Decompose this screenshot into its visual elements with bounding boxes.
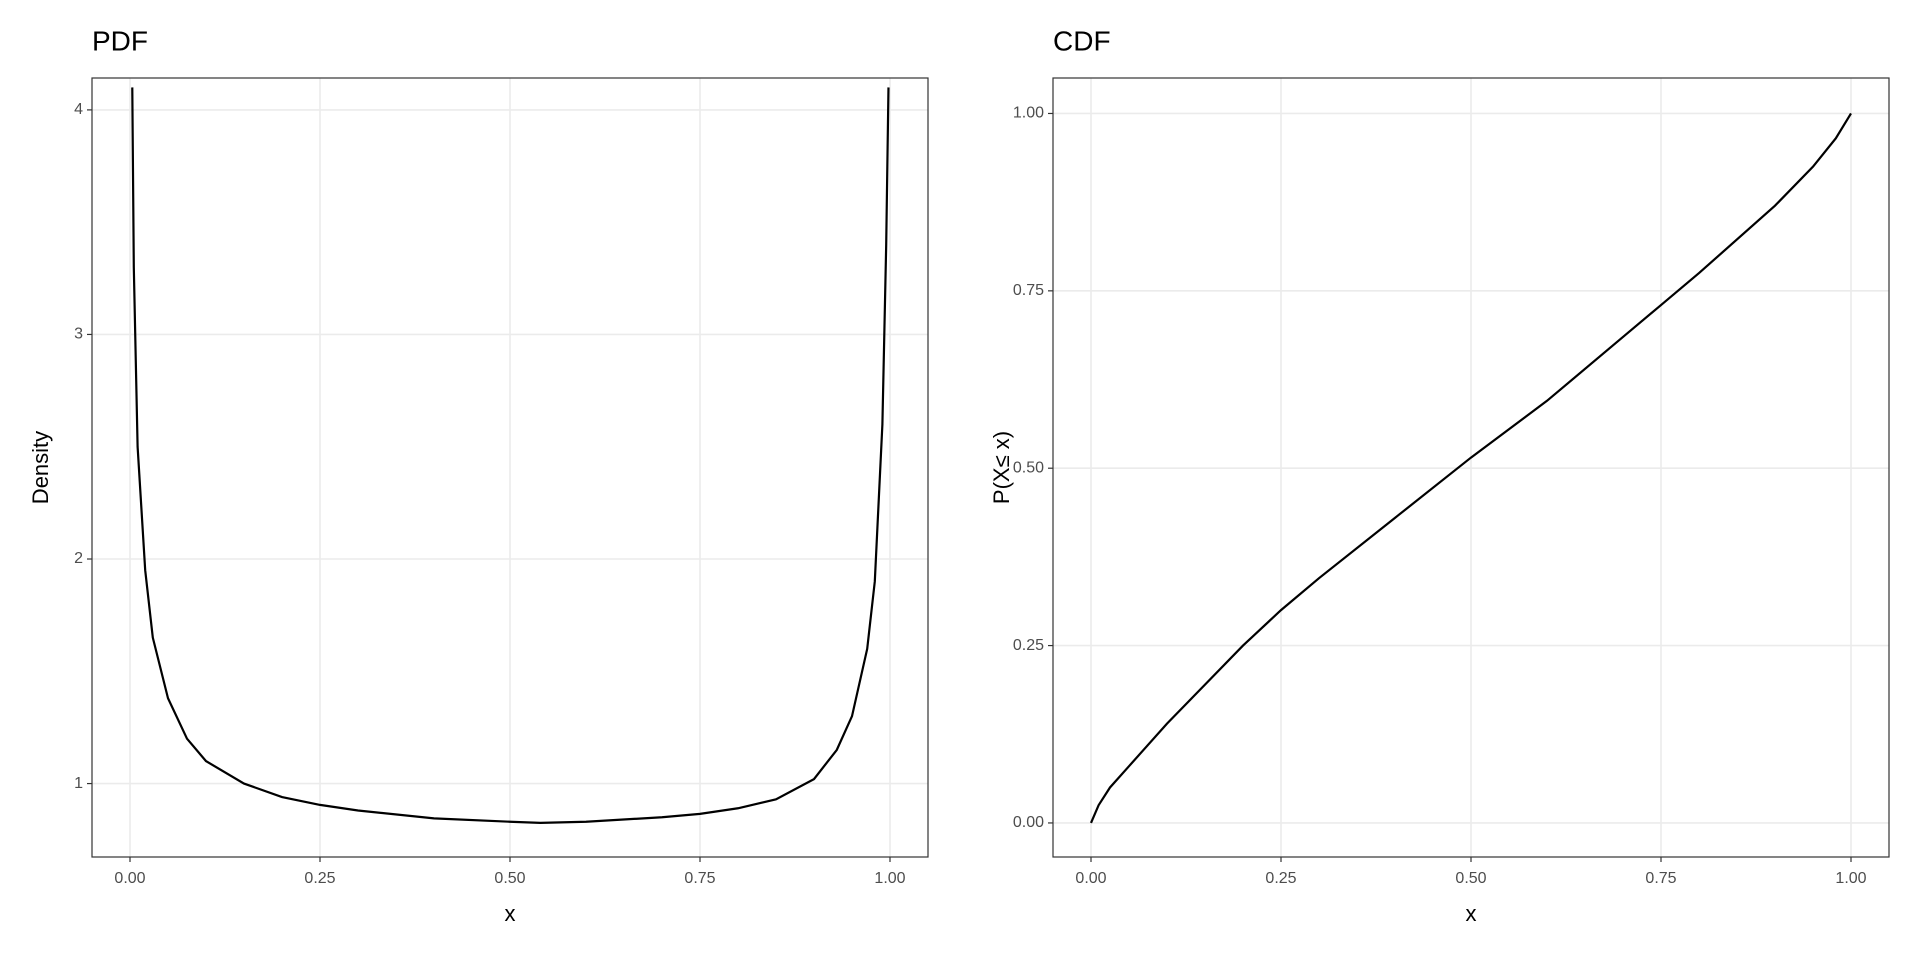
x-axis-title: x bbox=[1466, 901, 1477, 926]
chart-title: CDF bbox=[1053, 25, 1111, 56]
x-axis-title: x bbox=[505, 901, 516, 926]
y-axis-title: P(X≤ x) bbox=[989, 431, 1014, 504]
y-tick-label: 0.25 bbox=[1013, 637, 1044, 654]
chart-title: PDF bbox=[92, 25, 148, 56]
y-tick-label: 3 bbox=[74, 326, 83, 343]
y-tick-label: 1 bbox=[74, 775, 83, 792]
x-tick-label: 0.00 bbox=[114, 870, 145, 887]
y-tick-label: 1.00 bbox=[1013, 105, 1044, 122]
panel: 0.00 0.25 0.50 0.75 1.00 0.00 0.25 0.50 0.75 1.00… bbox=[989, 25, 1890, 926]
x-tick-label: 0.25 bbox=[1265, 870, 1296, 887]
panel-border bbox=[1052, 77, 1890, 858]
x-tick-label: 0.00 bbox=[1075, 870, 1106, 887]
x-tick-label: 0.25 bbox=[304, 870, 335, 887]
y-tick-label: 2 bbox=[74, 550, 83, 567]
y-tick-label: 0.50 bbox=[1013, 459, 1044, 476]
panel: 0.00 0.25 0.50 0.75 1.00 1 2 3 4 PDF x Density bbox=[28, 25, 929, 926]
data-line bbox=[1089, 112, 1852, 824]
data-line bbox=[131, 87, 890, 824]
y-tick-label: 0.75 bbox=[1013, 282, 1044, 299]
x-tick-label: 0.50 bbox=[494, 870, 525, 887]
panel-border bbox=[91, 77, 929, 858]
x-tick-label: 0.50 bbox=[1455, 870, 1486, 887]
y-axis-title: Density bbox=[28, 431, 53, 504]
x-tick-label: 1.00 bbox=[874, 870, 905, 887]
x-tick-label: 0.75 bbox=[684, 870, 715, 887]
x-tick-label: 1.00 bbox=[1835, 870, 1866, 887]
x-tick-label: 0.75 bbox=[1645, 870, 1676, 887]
y-tick-label: 0.00 bbox=[1013, 814, 1044, 831]
y-tick-label: 4 bbox=[74, 101, 83, 118]
